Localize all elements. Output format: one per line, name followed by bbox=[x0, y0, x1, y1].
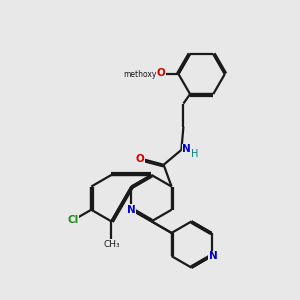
Text: Cl: Cl bbox=[67, 215, 78, 225]
Text: H: H bbox=[191, 149, 199, 159]
Text: methoxy: methoxy bbox=[123, 70, 157, 79]
Text: O: O bbox=[156, 68, 165, 78]
Text: N: N bbox=[209, 251, 218, 261]
Text: O: O bbox=[135, 154, 144, 164]
Text: N: N bbox=[127, 205, 136, 215]
Text: N: N bbox=[182, 144, 191, 154]
Text: CH₃: CH₃ bbox=[103, 240, 120, 249]
